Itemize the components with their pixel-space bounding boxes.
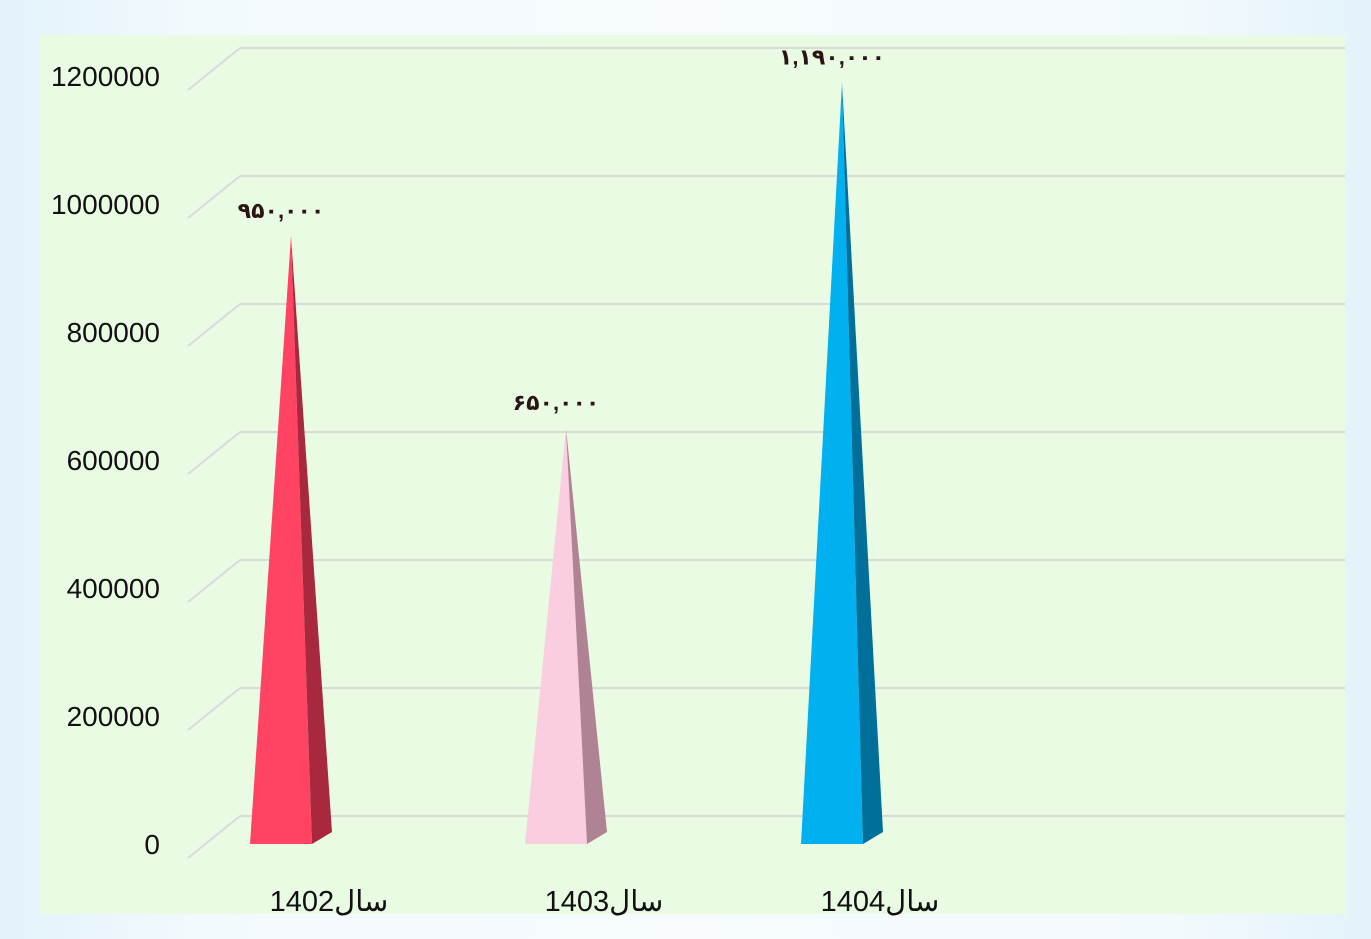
bar-side-face [842,82,883,844]
gridline-diagonal [187,815,241,859]
gridlines [187,47,1345,859]
bar-2 [525,428,607,844]
data-label: ۹۵۰,۰۰۰ [238,198,325,223]
gridline-diagonal [187,175,241,219]
x-axis-category-labels: 1402سال 1403سال 1404سال [270,886,940,918]
y-tick-label: 200000 [67,701,160,732]
y-tick-label: 1000000 [51,189,160,220]
bar-front-face [801,82,863,844]
y-tick-label: 600000 [67,445,160,476]
gridline-diagonal [187,431,241,475]
bar-3 [801,82,883,844]
bar-front-face [250,236,312,844]
gridline-diagonal [187,687,241,731]
y-tick-label: 800000 [67,317,160,348]
bars [250,82,883,844]
category-label: 1403سال [545,886,664,918]
bar-1 [250,236,332,844]
y-tick-label: 0 [144,829,160,860]
y-axis-tick-labels: 0 200000 400000 600000 800000 1000000 1200000 [51,61,160,860]
bar-side-face [566,428,607,844]
gridline-diagonal [187,303,241,347]
category-label: 1402سال [270,886,389,918]
y-tick-label: 400000 [67,573,160,604]
gridline-diagonal [187,559,241,603]
data-label: ۶۵۰,۰۰۰ [513,390,600,415]
category-label: 1404سال [821,886,940,918]
data-label: ۱,۱۹۰,۰۰۰ [779,44,885,69]
bar-front-face [525,428,587,844]
y-tick-label: 1200000 [51,61,160,92]
data-labels: ۹۵۰,۰۰۰ ۶۵۰,۰۰۰ ۱,۱۹۰,۰۰۰ [238,44,885,415]
gridline-diagonal [187,47,241,91]
bar-side-face [291,236,332,844]
